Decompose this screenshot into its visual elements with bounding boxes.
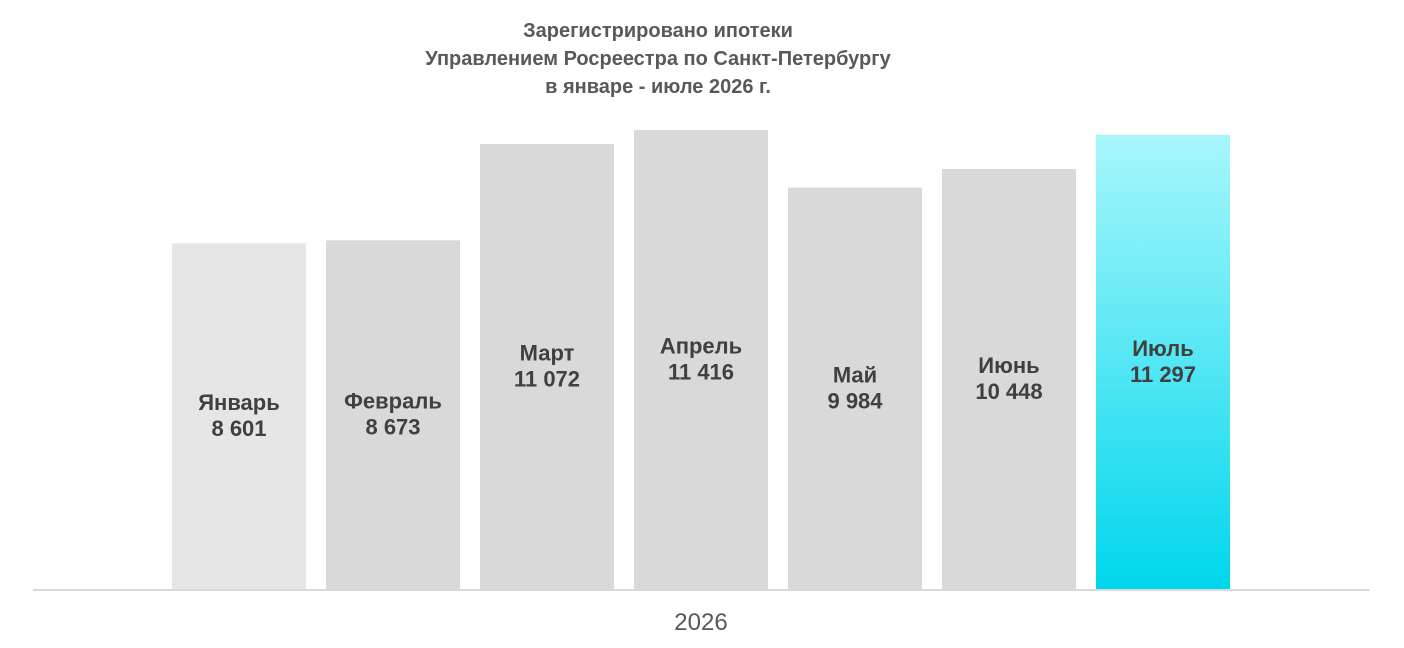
bar-6 bbox=[942, 168, 1076, 589]
chart-title-line-2: Управлением Росреестра по Санкт-Петербур… bbox=[425, 48, 891, 70]
bar-2 bbox=[326, 240, 460, 589]
bar-category-label: Июль bbox=[1132, 336, 1194, 361]
bar-4 bbox=[634, 130, 768, 590]
bar-value-label: 11 072 bbox=[514, 366, 580, 391]
bar-value-label: 9 984 bbox=[827, 388, 883, 413]
bar-category-label: Январь bbox=[198, 390, 280, 415]
bar-value-label: 8 601 bbox=[211, 416, 266, 441]
bar-category-label: Июнь bbox=[978, 353, 1039, 378]
bar-7 bbox=[1096, 134, 1230, 589]
chart-title: Зарегистрировано ипотеки Управлением Рос… bbox=[425, 20, 891, 98]
chart-title-line-3: в январе - июле 2026 г. bbox=[545, 76, 771, 98]
bar-category-label: Март bbox=[520, 340, 575, 365]
bar-value-label: 10 448 bbox=[975, 379, 1042, 404]
bar-5 bbox=[788, 187, 922, 590]
chart-title-line-1: Зарегистрировано ипотеки bbox=[523, 20, 793, 42]
bar-value-label: 11 297 bbox=[1130, 362, 1196, 387]
bar-category-label: Май bbox=[833, 362, 877, 387]
bar-category-label: Апрель bbox=[660, 334, 742, 359]
bar-category-label: Февраль bbox=[344, 389, 442, 414]
bar-value-label: 11 416 bbox=[668, 360, 734, 385]
bar-1 bbox=[172, 243, 306, 589]
bar-3 bbox=[480, 143, 614, 590]
bar-value-label: 8 673 bbox=[365, 415, 420, 440]
x-axis-label: 2026 bbox=[674, 609, 727, 636]
